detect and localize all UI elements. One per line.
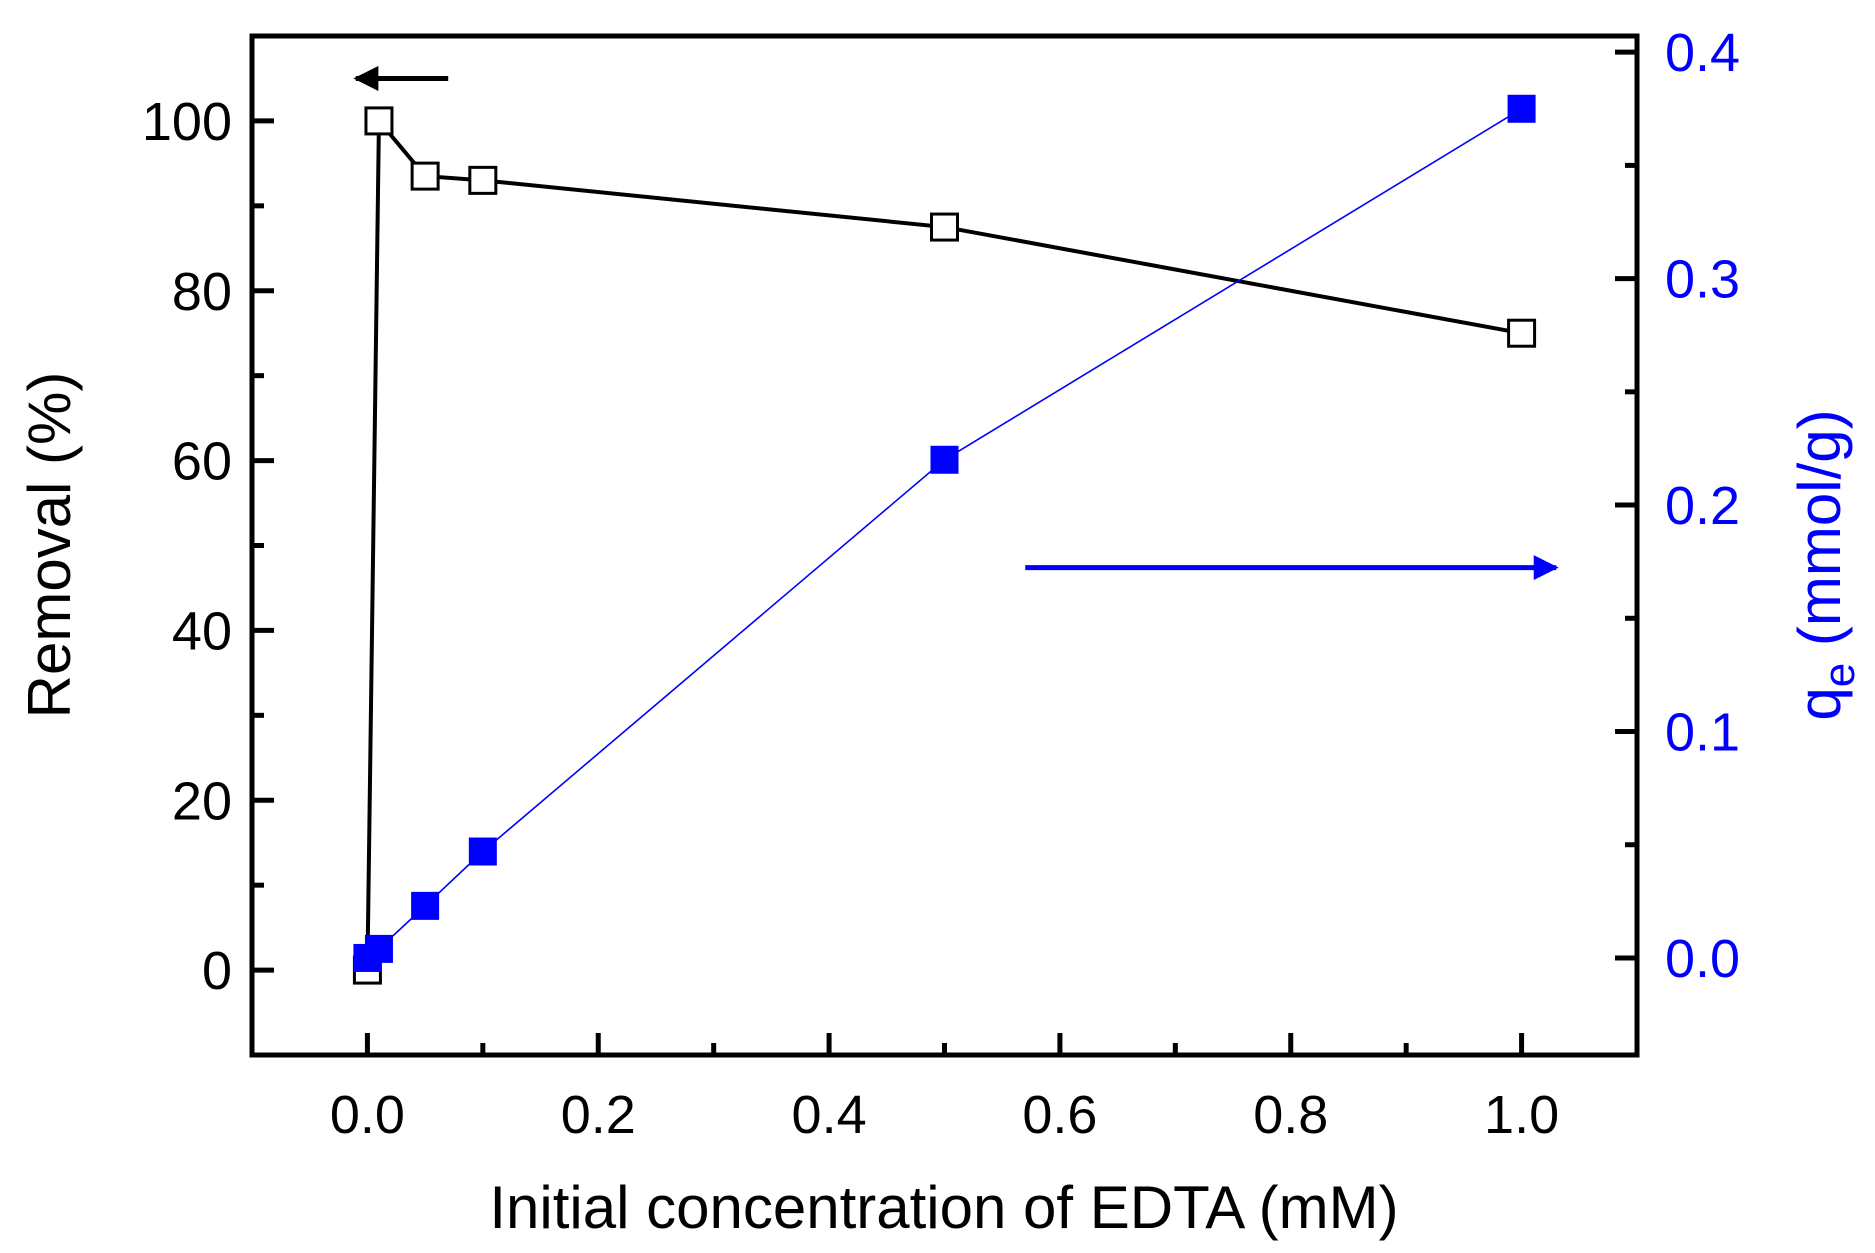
y-tick-label: 60 xyxy=(172,432,232,492)
y2-axis-title-sub: e xyxy=(1815,663,1864,687)
x-tick-label: 0.2 xyxy=(561,1085,636,1145)
x-tick-label: 0.6 xyxy=(1022,1085,1097,1145)
y2-tick-label: 0.2 xyxy=(1665,476,1740,536)
data-point xyxy=(930,212,959,242)
y2-tick-label: 0.0 xyxy=(1665,929,1740,989)
series-line xyxy=(365,115,1522,971)
data-point xyxy=(1507,94,1536,123)
y-axis-title: Removal (%) xyxy=(16,372,83,719)
data-point xyxy=(468,837,497,866)
x-axis-title: Initial concentration of EDTA (mM) xyxy=(489,1174,1398,1241)
y2-axis-title-rest: (mmol/g) xyxy=(1786,409,1853,662)
x-tick-label: 0.8 xyxy=(1253,1085,1328,1145)
x-axis-ticks: 0.0 0.2 0.4 0.6 0.8 1.0 xyxy=(249,1033,1640,1145)
data-point xyxy=(930,445,959,474)
data-point xyxy=(410,161,440,191)
plot-frame xyxy=(249,33,1640,1058)
series-removal xyxy=(352,106,1537,985)
data-point xyxy=(364,106,394,136)
y-tick-label: 100 xyxy=(142,92,232,152)
y2-tick-label: 0.4 xyxy=(1665,23,1740,83)
y2-axis-title: qe (mmol/g) xyxy=(1786,409,1864,720)
x-tick-label: 0.4 xyxy=(792,1085,867,1145)
y-tick-label: 40 xyxy=(172,601,232,661)
y-tick-label: 20 xyxy=(172,771,232,831)
data-point xyxy=(1507,318,1537,348)
y-tick-label: 80 xyxy=(172,262,232,322)
y2-tick-label: 0.1 xyxy=(1665,703,1740,763)
x-tick-label: 0.0 xyxy=(330,1085,405,1145)
annotations xyxy=(353,65,1559,581)
data-point xyxy=(411,891,440,920)
series-qe xyxy=(353,94,1536,972)
data-point xyxy=(364,934,393,963)
y2-tick-label: 0.3 xyxy=(1665,250,1740,310)
y2-axis-ticks: 0.0 0.1 0.2 0.3 0.4 xyxy=(1615,23,1740,989)
x-tick-label: 1.0 xyxy=(1484,1085,1559,1145)
y-axis-ticks: 0 20 40 60 80 100 xyxy=(142,33,274,1058)
y2-axis-title-main: q xyxy=(1786,687,1853,720)
series-layer xyxy=(352,94,1537,985)
y-tick-label: 0 xyxy=(202,941,232,1001)
data-point xyxy=(468,165,498,195)
